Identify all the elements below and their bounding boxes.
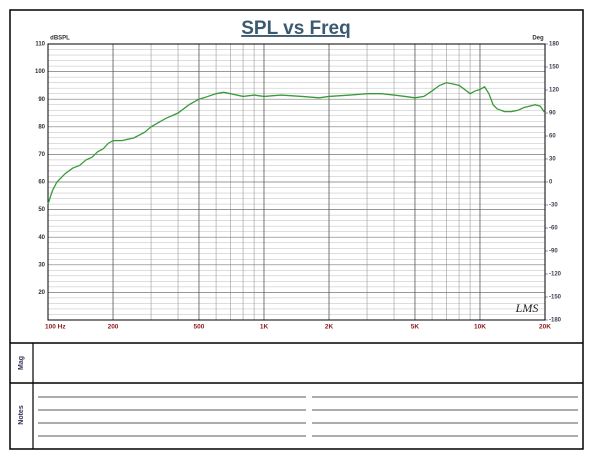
- y2-tick-label: 0: [549, 180, 553, 186]
- y-tick-label: 100: [35, 69, 46, 75]
- y2-tick-label: -180: [549, 318, 562, 324]
- x-tick-label: 20K: [539, 324, 551, 331]
- y-tick-label: 60: [38, 180, 45, 186]
- y-tick-label: 50: [38, 207, 45, 213]
- y2-tick-label: 30: [549, 157, 556, 163]
- x-tick-label: 5K: [411, 324, 420, 331]
- x-tick-label: 500: [194, 324, 205, 331]
- y-tick-label: 70: [38, 152, 45, 158]
- y2-tick-label: 150: [549, 65, 560, 71]
- frame: [9, 9, 584, 450]
- y2-tick-label: -150: [549, 295, 562, 301]
- spl-curve: [47, 81, 546, 205]
- y2-tick-label: -90: [549, 249, 558, 255]
- mag-label: Mag: [18, 356, 25, 370]
- y-tick-label: 90: [38, 97, 45, 103]
- y-tick-label: 30: [38, 262, 45, 268]
- y-tick-label: 20: [38, 290, 45, 296]
- y2-tick-label: -120: [549, 272, 562, 278]
- notes-label: Notes: [18, 405, 25, 425]
- x-tick-label: 10K: [474, 324, 486, 331]
- y2-tick-label: 90: [549, 111, 556, 117]
- y-axis-label: dBSPL: [50, 36, 70, 42]
- y-tick-label: 40: [38, 235, 45, 241]
- plot-border: [47, 43, 546, 321]
- y2-tick-label: 60: [549, 134, 556, 140]
- x-tick-label: 100 Hz: [45, 324, 66, 331]
- y2-tick-label: -30: [549, 203, 558, 209]
- y2-tick-label: -60: [549, 226, 558, 232]
- y-tick-label: 80: [38, 124, 45, 130]
- x-tick-label: 2K: [325, 324, 334, 331]
- y-tick-label: 110: [35, 42, 45, 48]
- chart-title: SPL vs Freq: [241, 18, 350, 39]
- watermark: LMS: [515, 301, 539, 315]
- y2-axis-label: Deg: [532, 36, 544, 42]
- x-tick-label: 1K: [260, 324, 269, 331]
- note-lines: [38, 396, 578, 437]
- y2-tick-label: 180: [549, 42, 560, 48]
- x-tick-label: 200: [108, 324, 119, 331]
- y2-tick-label: 120: [549, 88, 560, 94]
